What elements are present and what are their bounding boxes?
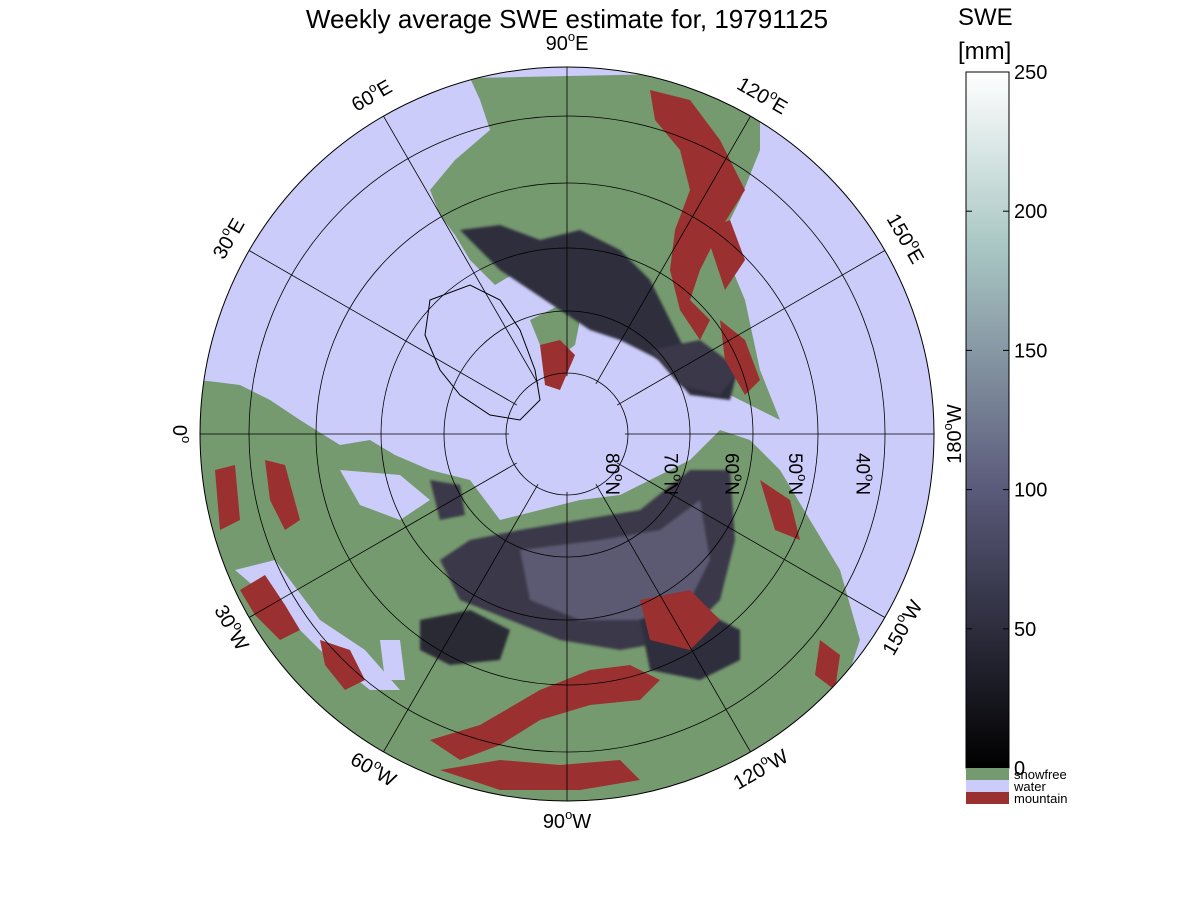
colorbar-tick-label: 0 xyxy=(1014,758,1025,780)
meridian-line xyxy=(248,250,518,406)
greenland-outline xyxy=(424,284,541,421)
latitude-labels: 80oN 70oN 60oN 50oN 40oN xyxy=(601,453,877,495)
latitude-label: 80oN xyxy=(601,453,627,495)
colorbar-label: SWE xyxy=(958,4,1013,31)
tibet-mountain xyxy=(440,760,640,790)
meridian-line xyxy=(383,483,539,753)
longitude-label: 90oW xyxy=(543,807,591,833)
legend-label-mountain: mountain xyxy=(1014,791,1067,806)
colorbar-tick-label: 50 xyxy=(1014,619,1036,641)
legend-swatch-water xyxy=(966,780,1009,792)
scandinavia-mountain xyxy=(215,465,240,530)
scandinavia-snow xyxy=(430,480,465,520)
longitude-label: 30oE xyxy=(206,213,250,263)
meridian-line xyxy=(616,462,886,618)
urals-mountain xyxy=(265,460,300,530)
russia-west-snow xyxy=(420,610,510,665)
kamchatka-mountain xyxy=(760,480,800,540)
colorbar-tick-label: 250 xyxy=(1014,62,1047,84)
alps-mountain xyxy=(240,575,300,640)
legend-swatch-mountain xyxy=(966,792,1009,804)
colorbar-tick-label: 100 xyxy=(1014,480,1047,502)
meridian-line xyxy=(248,462,518,618)
colorbar-gradient xyxy=(965,71,1010,769)
meridian-line xyxy=(595,483,751,753)
legend-label-water: water xyxy=(1013,779,1046,794)
east-siberia-mountain xyxy=(640,590,720,650)
greenland-coast-mountain xyxy=(540,340,575,390)
legend-swatch-snowfree xyxy=(966,768,1009,780)
longitude-label: 60oE xyxy=(346,73,396,117)
latitude-label: 50oN xyxy=(784,453,810,495)
meridian-line xyxy=(616,250,886,406)
colorbar-unit: [mm] xyxy=(958,38,1012,65)
siberia-snow-deep xyxy=(520,500,710,620)
graticule xyxy=(200,67,934,801)
meridian-line xyxy=(595,115,751,385)
cascades-mountain xyxy=(705,220,745,290)
himalaya-mountain xyxy=(430,665,660,760)
caucasus-mountain xyxy=(320,640,365,690)
longitude-label: 180oW xyxy=(940,404,966,464)
legend-label-snowfree: snowfree xyxy=(1014,767,1067,782)
map-title: Weekly average SWE estimate for, 1979112… xyxy=(305,4,829,34)
latitude-label: 60oN xyxy=(720,453,746,495)
colorbar-tick-label: 200 xyxy=(1014,201,1047,223)
rockies-mountain xyxy=(650,90,745,340)
land-layer xyxy=(200,72,860,801)
longitude-label: 0o xyxy=(168,425,194,443)
latitude-label: 40oN xyxy=(852,453,878,495)
japan-mountain xyxy=(815,640,840,690)
meridian-line xyxy=(383,115,539,385)
latitude-label: 70oN xyxy=(660,453,686,495)
caspian-water xyxy=(380,640,405,680)
colorbar-tick-label: 150 xyxy=(1014,340,1047,362)
longitude-label: 90oE xyxy=(546,29,589,55)
alaska-snow xyxy=(650,340,740,395)
map-boundary xyxy=(199,66,935,802)
alaska-mountain xyxy=(720,320,760,395)
baltic-water xyxy=(340,470,430,520)
